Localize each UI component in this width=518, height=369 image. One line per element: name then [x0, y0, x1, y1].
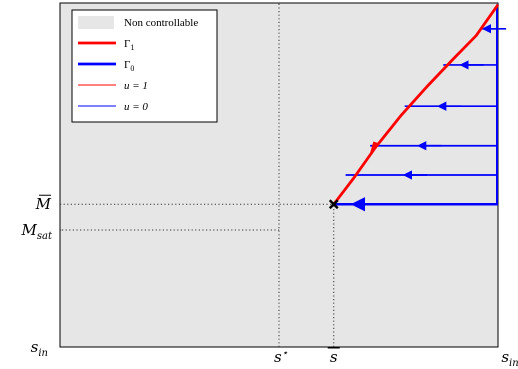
legend-entry-label: Non controllable [124, 17, 198, 29]
x-tick-label: s [330, 348, 338, 366]
equilibrium-marker [328, 199, 339, 210]
x-tick-label: sin [501, 348, 518, 369]
y-tick-label: sin [31, 338, 48, 359]
tick-labels: M Msat sin s⋆ s sin [21, 194, 518, 369]
gamma1-arrowhead [369, 141, 380, 156]
x-tick-label: s⋆ [274, 348, 288, 366]
legend-entry-label: Γ0 [124, 59, 134, 73]
legend-swatch [78, 16, 114, 29]
legend-entry-label: u = 1 [124, 80, 148, 92]
legend-entry-label: u = 0 [124, 101, 148, 113]
y-tick-label: M [35, 195, 52, 213]
legend-entry-label: Γ1 [124, 38, 134, 52]
gamma1-curve [332, 3, 500, 206]
legend: Non controllable Γ1 Γ0 u = 1 u = 0 [71, 9, 218, 123]
y-tick-label: Msat [21, 221, 53, 242]
